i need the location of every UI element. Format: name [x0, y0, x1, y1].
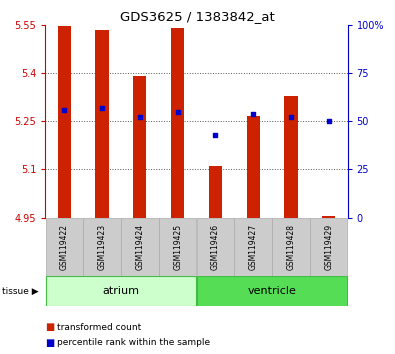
Text: GSM119429: GSM119429 [324, 224, 333, 270]
Bar [121, 218, 158, 276]
Text: GDS3625 / 1383842_at: GDS3625 / 1383842_at [120, 10, 275, 23]
Bar [171, 28, 184, 218]
Bar [197, 218, 234, 276]
Text: GSM119423: GSM119423 [98, 224, 107, 270]
Text: GSM119427: GSM119427 [249, 224, 258, 270]
Text: GSM119424: GSM119424 [135, 224, 144, 270]
Bar [246, 116, 260, 218]
Text: transformed count: transformed count [57, 323, 141, 332]
Point [137, 115, 143, 120]
Bar [235, 218, 272, 276]
Text: ventricle: ventricle [248, 286, 297, 296]
Point [325, 118, 332, 124]
Bar [272, 218, 310, 276]
Point [99, 105, 105, 110]
Bar [133, 76, 147, 218]
Bar [159, 218, 196, 276]
Bar [96, 30, 109, 218]
Bar [310, 218, 348, 276]
Bar [197, 276, 348, 306]
Text: GSM119422: GSM119422 [60, 224, 69, 270]
Bar [322, 216, 335, 218]
Bar [45, 276, 196, 306]
Bar [209, 166, 222, 218]
Bar [58, 27, 71, 218]
Text: percentile rank within the sample: percentile rank within the sample [57, 338, 211, 347]
Text: GSM119425: GSM119425 [173, 224, 182, 270]
Text: tissue ▶: tissue ▶ [2, 287, 39, 296]
Text: atrium: atrium [102, 286, 139, 296]
Point [175, 109, 181, 114]
Bar [83, 218, 121, 276]
Point [61, 107, 68, 113]
Point [212, 132, 218, 138]
Text: ■: ■ [45, 338, 55, 348]
Point [288, 115, 294, 120]
Point [250, 111, 256, 116]
Text: GSM119426: GSM119426 [211, 224, 220, 270]
Bar [45, 218, 83, 276]
Bar [284, 96, 297, 218]
Text: GSM119428: GSM119428 [286, 224, 295, 270]
Text: ■: ■ [45, 322, 55, 332]
